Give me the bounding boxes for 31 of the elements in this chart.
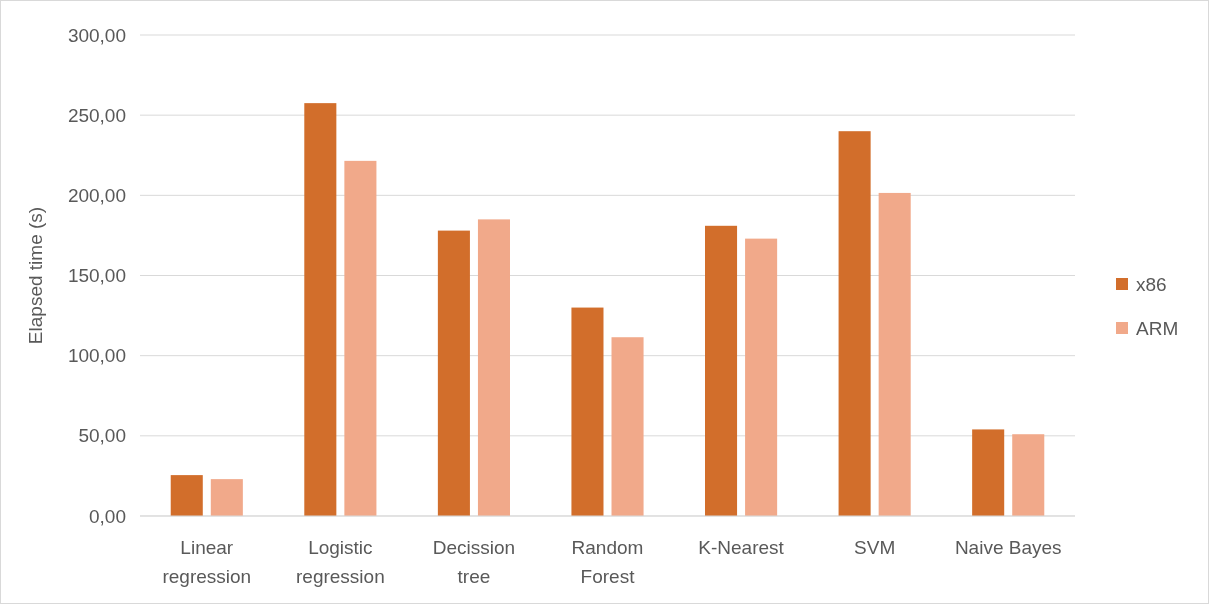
bar: [304, 103, 337, 516]
bar: [745, 238, 778, 516]
x-tick-label: SVM: [854, 537, 896, 558]
x-tick-label: Random Forest: [571, 537, 644, 587]
legend-label: x86: [1136, 273, 1167, 295]
bar: [838, 131, 871, 516]
x-tick-label: Linear regression: [162, 537, 252, 587]
y-tick-label: 250,00: [67, 104, 126, 126]
bar: [972, 429, 1005, 516]
bar: [705, 225, 738, 516]
x-tick-label: K-Nearest: [698, 537, 785, 558]
legend-label: ARM: [1136, 317, 1179, 339]
bar: [571, 307, 604, 516]
y-tick-label: 0,00: [89, 505, 126, 527]
bar: [210, 479, 243, 516]
bar: [611, 337, 644, 516]
x-tick-label: Decission tree: [432, 537, 516, 587]
y-tick-label: 100,00: [67, 345, 126, 367]
y-tick-label: 300,00: [67, 24, 126, 46]
y-tick-label: 200,00: [67, 184, 126, 206]
bar: [878, 192, 911, 516]
bar: [1012, 434, 1045, 516]
x-tick-label: Logistic regression: [296, 537, 385, 587]
bar: [477, 219, 510, 516]
y-axis-title: Elapsed time (s): [25, 206, 46, 345]
x-tick-label: Naive Bayes: [954, 537, 1062, 558]
bar: [437, 230, 470, 516]
y-tick-label: 150,00: [67, 265, 126, 287]
y-tick-label: 50,00: [78, 425, 126, 447]
bar: [170, 475, 203, 516]
bar: [344, 160, 377, 516]
